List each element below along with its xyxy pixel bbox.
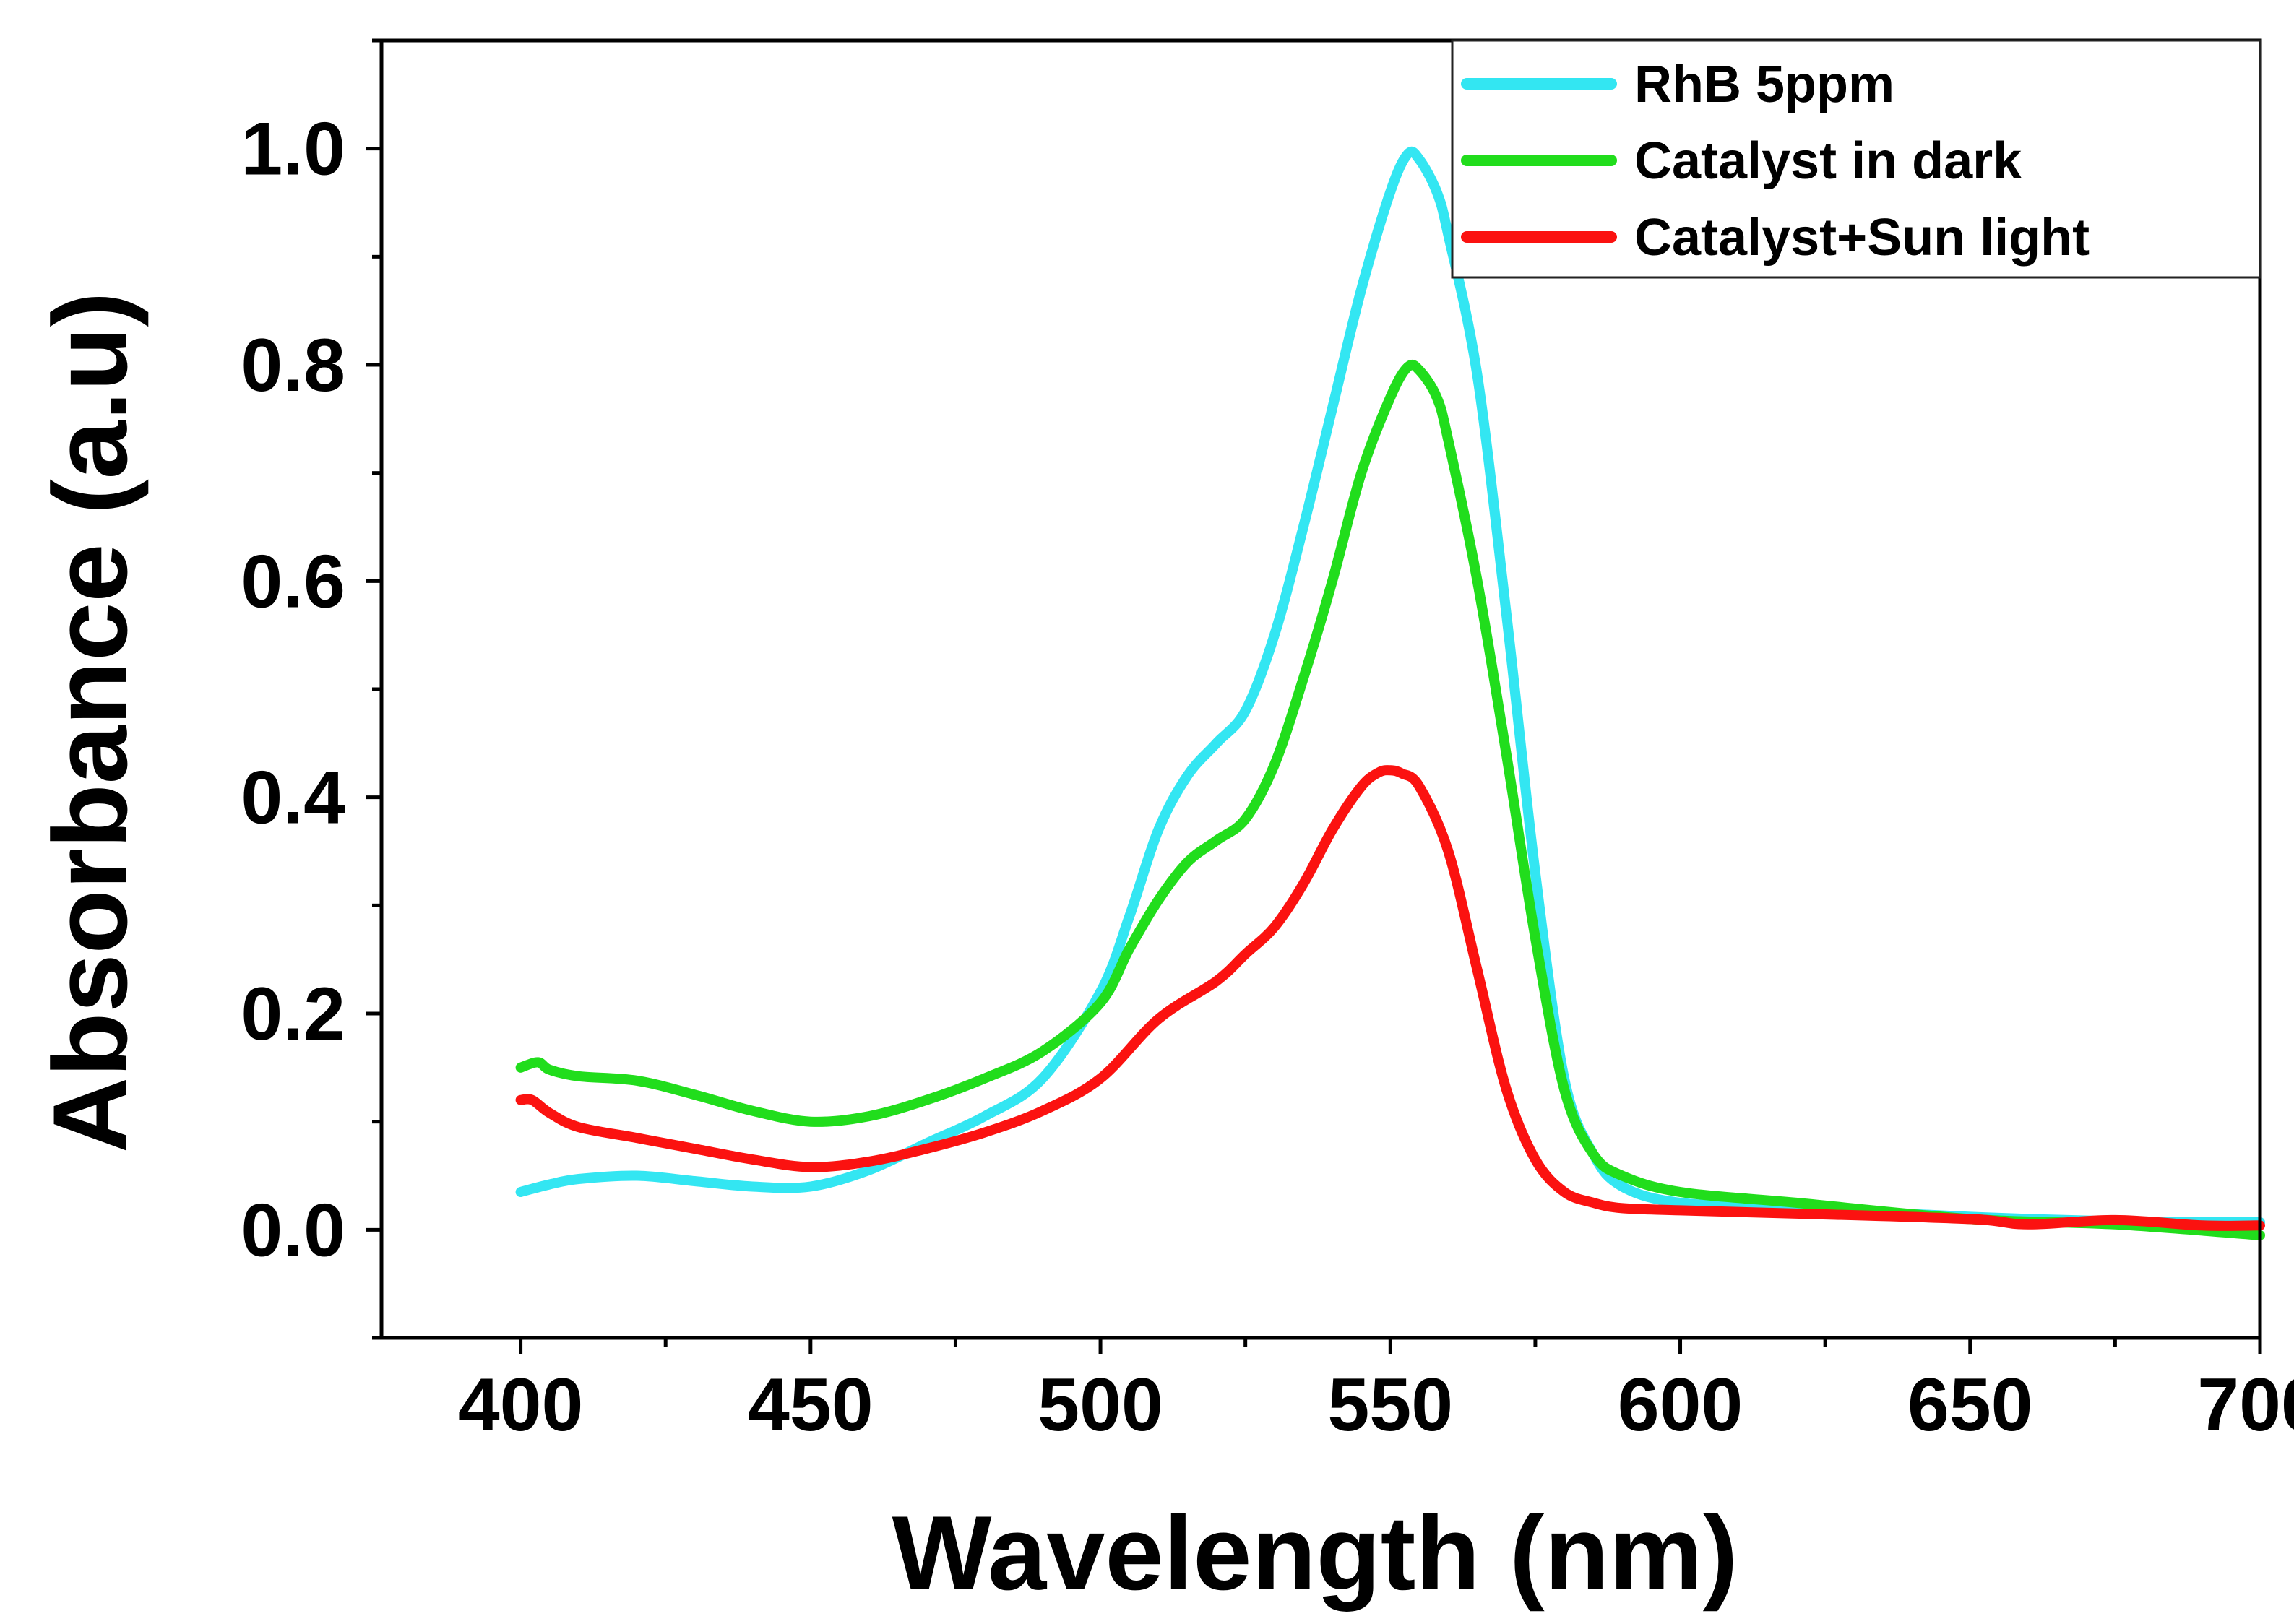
legend-item-catalyst-in-dark-label: Catalyst in dark: [1634, 132, 2022, 190]
y-axis-tick-labels: 0.0 0.2 0.4 0.6 0.8 1.0: [241, 108, 345, 1273]
x-tick-label: 600: [1618, 1363, 1743, 1447]
y-tick-label: 0.6: [241, 540, 345, 623]
x-tick-label: 450: [748, 1363, 874, 1447]
y-axis-title: Absorbance (a.u): [31, 292, 149, 1154]
legend-item-catalyst-sun-light-label: Catalyst+Sun light: [1634, 209, 2090, 267]
y-axis-ticks: [366, 38, 381, 1340]
x-tick-label: 550: [1328, 1363, 1454, 1447]
y-tick-label: 0.2: [241, 972, 345, 1056]
catalyst-in-dark-line: [515, 359, 2265, 1240]
y-tick-label: 0.4: [241, 756, 345, 840]
legend-item-rhb-5ppm-label: RhB 5ppm: [1634, 56, 1894, 113]
series-lines: [515, 146, 2265, 1240]
y-tick-label: 0.8: [241, 324, 345, 407]
x-tick-label: 700: [2197, 1363, 2294, 1447]
x-axis-title: Wavelength (nm): [892, 1494, 1738, 1612]
x-tick-label: 400: [458, 1363, 584, 1447]
x-axis-ticks: [519, 1338, 2262, 1354]
catalyst-sun-light-line: [515, 765, 2265, 1231]
x-tick-label: 650: [1907, 1363, 2033, 1447]
legend: RhB 5ppm Catalyst in dark Catalyst+Sun lig…: [1451, 39, 2261, 279]
y-tick-label: 1.0: [241, 108, 345, 191]
x-tick-label: 500: [1038, 1363, 1163, 1447]
y-tick-label: 0.0: [241, 1188, 345, 1272]
plot-frame: [379, 38, 2262, 1340]
x-axis-tick-labels: 400 450 500 550 600 650 700: [458, 1363, 2294, 1447]
